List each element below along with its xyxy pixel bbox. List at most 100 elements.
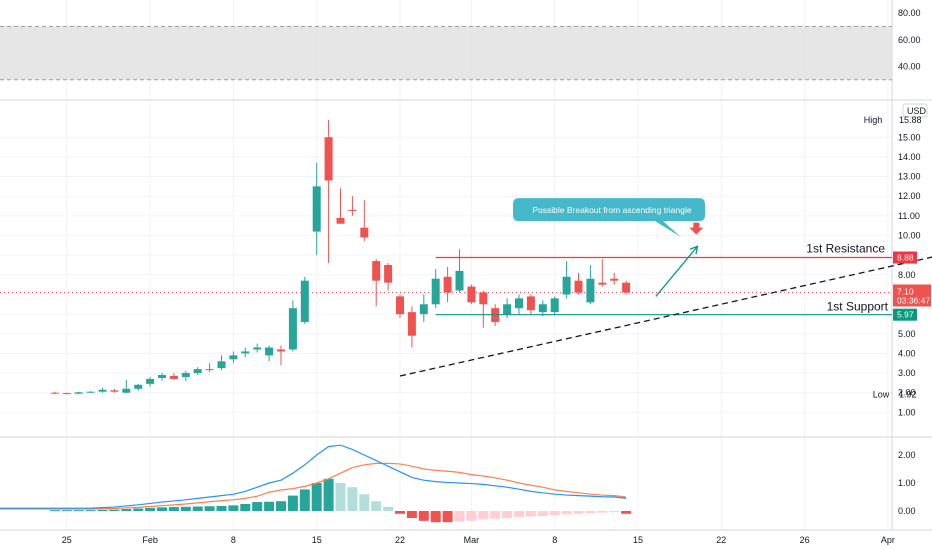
time-tick-label: 22 [716, 535, 726, 545]
price-tick-label: 12.00 [898, 191, 921, 201]
macd-histogram-bar [49, 510, 60, 512]
time-tick-label: 25 [62, 535, 72, 545]
macd-panel [0, 444, 632, 523]
candle-body [467, 286, 476, 303]
resistance-price-value: 8.88 [897, 253, 914, 263]
macd-histogram-bar [621, 511, 632, 514]
candle-body [312, 186, 321, 232]
macd-line [0, 444, 627, 509]
price-tick-label: 3.00 [898, 368, 916, 378]
time-tick-label: Apr [881, 535, 895, 545]
candle-body [300, 280, 309, 322]
macd-histogram-bar [180, 506, 191, 511]
current-price-badge [893, 284, 931, 307]
candle-body [336, 217, 345, 224]
price-tick-label: 2.00 [898, 388, 916, 398]
macd-histogram-bar [240, 504, 251, 511]
macd-histogram-bar [252, 502, 263, 511]
bar-countdown: 03:36:47 [897, 295, 930, 305]
candle-body [443, 276, 452, 293]
macd-histogram-bar [442, 511, 453, 523]
price-tick-label: 1.00 [898, 407, 916, 417]
macd-histogram-bar [418, 511, 429, 521]
candle-body [146, 378, 155, 384]
candle-body [348, 209, 357, 211]
macd-histogram-bar [133, 508, 144, 511]
candle-body [181, 373, 190, 377]
breakout-arrowhead [689, 245, 699, 255]
macd-histogram-bar [537, 511, 548, 517]
support-label: 1st Support [827, 300, 889, 314]
candle-body [384, 264, 393, 283]
candle-body [479, 292, 488, 305]
support-price-value: 5.97 [897, 310, 914, 320]
candle-body [586, 278, 595, 303]
support-price-badge [893, 308, 917, 321]
macd-histogram-bar [466, 511, 477, 521]
macd-histogram-bar [478, 511, 489, 520]
macd-signal-line [0, 462, 627, 510]
price-tick-label: 5.00 [898, 329, 916, 339]
breakout-arrow-line [655, 245, 698, 297]
macd-histogram-bar [145, 507, 156, 511]
time-tick-label: 8 [552, 535, 557, 545]
currency-badge [902, 103, 928, 118]
price-tick-label: 4.00 [898, 348, 916, 358]
candle-body [134, 384, 143, 389]
macd-histogram-bar [525, 511, 536, 517]
macd-histogram-bar [85, 510, 96, 512]
candle-body [598, 282, 607, 285]
macd-histogram-bar [347, 487, 358, 511]
rsi-tick-label: 60.00 [898, 35, 921, 45]
macd-histogram-bar [430, 511, 441, 523]
time-tick-label: 8 [231, 535, 236, 545]
rsi-panel [0, 26, 892, 81]
candle-body [622, 282, 631, 293]
rsi-band [0, 26, 892, 80]
rsi-tick-label: 80.00 [898, 8, 921, 18]
macd-tick-label: 2.00 [898, 450, 916, 460]
macd-histogram-bar [549, 511, 560, 516]
candle-body [407, 312, 416, 336]
candle-body [169, 375, 178, 379]
macd-histogram-bar [573, 511, 584, 514]
macd-histogram-bar [276, 501, 286, 511]
candle-body [538, 304, 547, 313]
macd-histogram-bar [168, 507, 179, 511]
macd-histogram-bar [454, 511, 465, 522]
candle-body [515, 298, 523, 309]
candle-body [455, 270, 464, 291]
candle-body [372, 261, 381, 281]
macd-histogram-bar [371, 501, 382, 511]
macd-histogram-bar [121, 509, 132, 511]
time-tick-label: Feb [142, 535, 158, 545]
macd-histogram-bar [157, 507, 167, 511]
macd-histogram-bar [228, 505, 239, 511]
candle-body [205, 369, 214, 371]
macd-histogram-bar [335, 483, 346, 511]
candle-body [610, 278, 619, 281]
candle-body [277, 349, 285, 352]
candle-body [431, 278, 440, 305]
macd-histogram-bar [61, 510, 72, 512]
current-price-value: 7.10 [897, 286, 914, 296]
candle-body [526, 296, 535, 311]
down-arrow-marker [689, 222, 704, 235]
candle-body [193, 369, 202, 374]
price-panel [0, 119, 892, 395]
macd-tick-label: 0.00 [898, 506, 916, 516]
price-tick-label: 14.00 [898, 152, 921, 162]
price-tick-label: 10.00 [898, 231, 921, 241]
resistance-label: 1st Resistance [806, 242, 885, 256]
low-value: 1.92 [899, 389, 917, 399]
macd-histogram-bar [514, 511, 524, 518]
price-tick-label: 11.00 [898, 211, 920, 221]
candle-body [288, 308, 297, 350]
macd-histogram-bar [97, 509, 108, 511]
candle-body [217, 361, 226, 369]
macd-histogram-bar [204, 506, 215, 511]
macd-histogram-bar [561, 511, 572, 515]
macd-histogram-bar [323, 478, 334, 511]
